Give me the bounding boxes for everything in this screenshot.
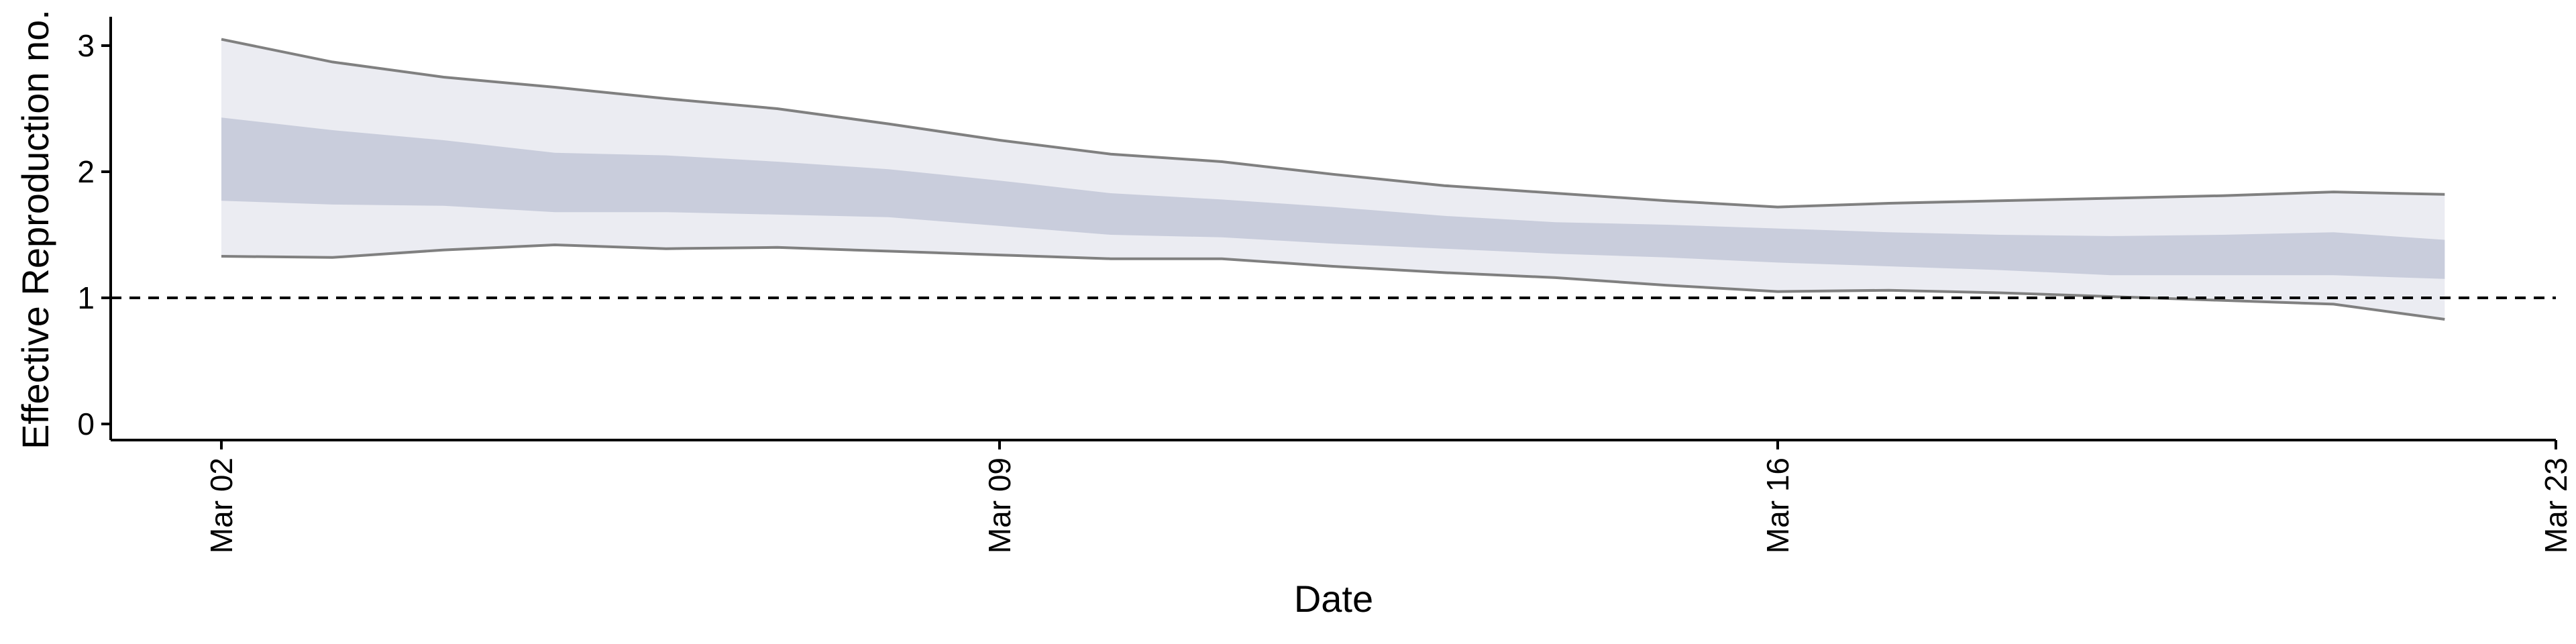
y-axis-title: Effective Reproduction no. [14, 9, 56, 449]
x-tick-label: Mar 23 [2538, 458, 2573, 553]
credible-interval-edges [221, 38, 2445, 321]
x-axis-ticks: Mar 02 Mar 09 Mar 16 Mar 23 [204, 440, 2573, 553]
x-tick-label: Mar 16 [1760, 458, 1795, 553]
x-tick-label: Mar 02 [204, 458, 239, 553]
credible-interval-bands [221, 39, 2445, 319]
y-axis-ticks: 0 1 2 3 [77, 28, 111, 441]
y-tick-label: 3 [77, 28, 95, 63]
outer-lower-edge [221, 243, 2445, 321]
y-tick-label: 1 [77, 280, 95, 315]
x-tick-label: Mar 09 [982, 458, 1017, 553]
inner-interval-band [221, 117, 2445, 279]
x-axis-title: Date [1294, 578, 1373, 620]
y-tick-label: 0 [77, 407, 95, 441]
outer-upper-edge [221, 38, 2445, 209]
y-tick-label: 2 [77, 154, 95, 189]
